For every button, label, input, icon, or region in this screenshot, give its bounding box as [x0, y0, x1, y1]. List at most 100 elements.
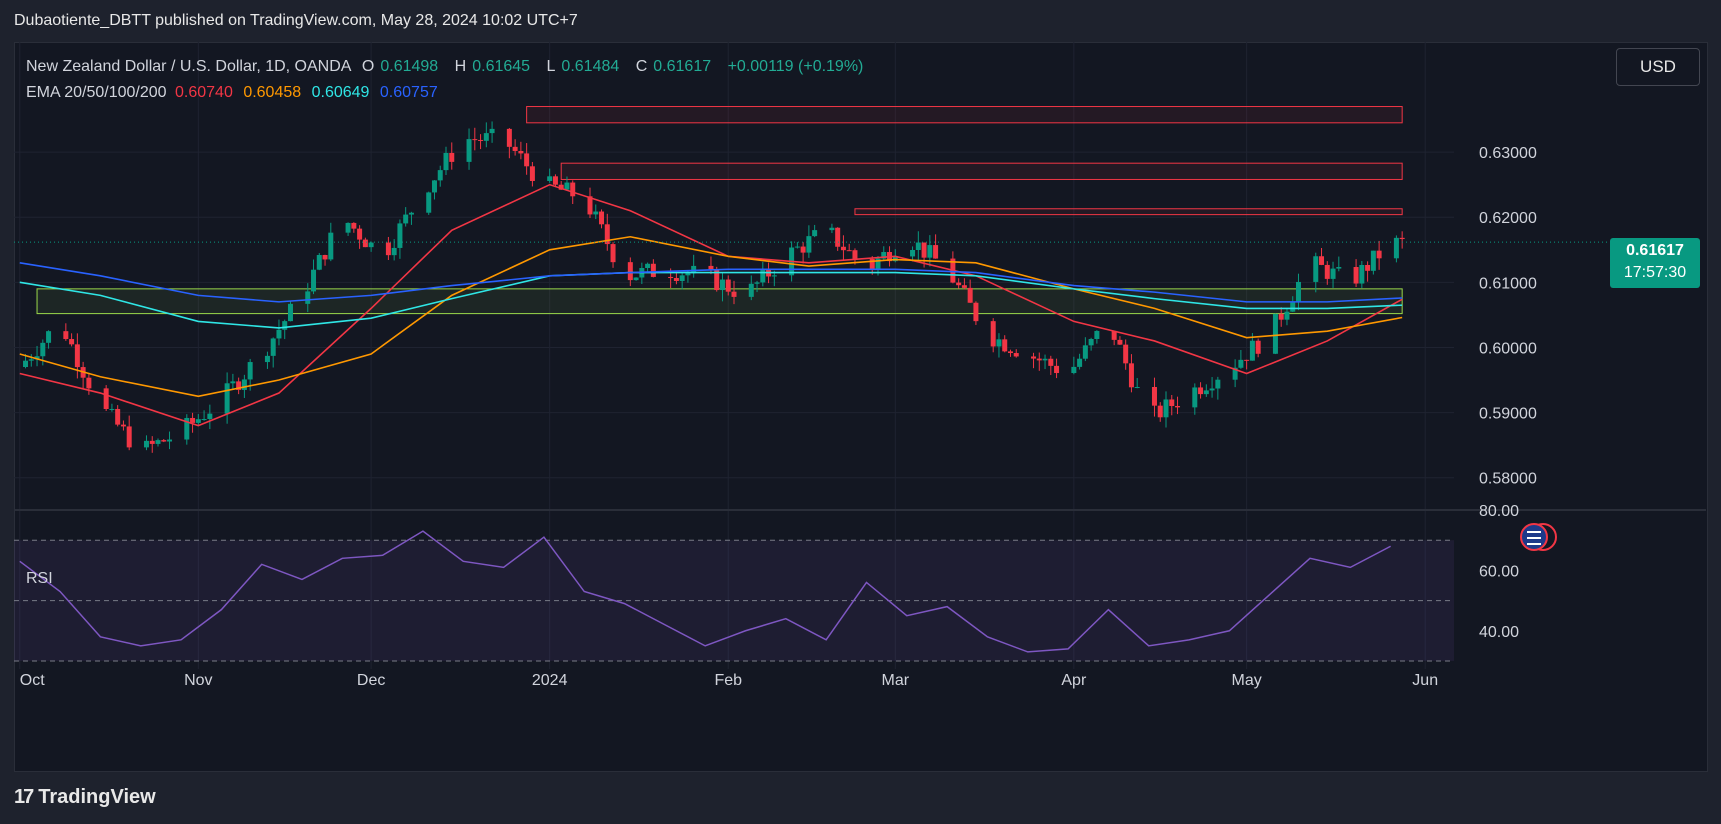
candle-body	[1238, 359, 1244, 368]
candle-body	[512, 146, 518, 151]
candle-body	[524, 153, 530, 167]
candle-body	[126, 426, 132, 448]
candle-body	[287, 303, 293, 322]
candle-body	[1215, 379, 1221, 389]
candle-body	[967, 287, 973, 303]
candle-body	[518, 150, 524, 154]
candle-body	[714, 269, 720, 291]
ema100-value: 0.60649	[311, 84, 370, 101]
candle-body	[1157, 405, 1163, 418]
bar-countdown: 17:57:30	[1623, 264, 1687, 281]
candle-body	[875, 258, 881, 269]
candle-body	[869, 258, 875, 269]
candle-body	[466, 139, 472, 162]
candle-body	[478, 139, 484, 141]
candle-body	[431, 180, 437, 193]
candle-body	[368, 242, 374, 248]
candle-body	[633, 277, 639, 281]
candle-body	[1336, 267, 1342, 269]
ema20-value: 0.60740	[175, 84, 233, 101]
us-flag-stripe	[1527, 537, 1541, 539]
candle-body	[748, 283, 754, 297]
date-tick-label: Jun	[1412, 672, 1438, 689]
candle-body	[69, 339, 75, 345]
candle-body	[927, 245, 933, 258]
candle-body	[1284, 311, 1290, 320]
rsi-label[interactable]: RSI	[26, 570, 53, 587]
candle-body	[1082, 345, 1088, 359]
price-tick-label: 0.59000	[1479, 406, 1537, 423]
candle-body	[190, 417, 196, 423]
rsi-tick-label: 80.00	[1479, 503, 1519, 520]
currency-button[interactable]: USD	[1616, 48, 1700, 86]
symbol-name[interactable]: New Zealand Dollar / U.S. Dollar, 1D, OA…	[26, 58, 352, 75]
candle-body	[990, 321, 996, 347]
candle-body	[241, 379, 247, 390]
grid-lines	[14, 42, 1454, 669]
candle-body	[800, 246, 806, 253]
price-tick-label: 0.60000	[1479, 340, 1537, 357]
brand-name: TradingView	[38, 786, 156, 808]
ema-line-ema100	[19, 271, 1403, 329]
candle-body	[472, 139, 478, 141]
candle-body	[506, 128, 512, 147]
candle-body	[921, 242, 927, 258]
price-chart[interactable]: 0.63000 0.62000 0.61000 0.60000 0.59000 0.580…	[14, 42, 1706, 770]
close-label: C	[635, 58, 648, 75]
zone-resistance-1	[526, 106, 1403, 124]
candle-body	[806, 236, 812, 253]
candle-body	[1324, 264, 1330, 279]
us-flag-stripe	[1527, 531, 1541, 533]
candle-body	[754, 282, 760, 284]
candle-body	[1048, 358, 1054, 366]
date-tick-label: Nov	[184, 672, 212, 689]
candle-body	[184, 417, 190, 440]
candle-body	[771, 275, 777, 277]
candle-body	[719, 279, 725, 291]
candle-body	[1002, 339, 1008, 352]
candle-body	[1399, 237, 1405, 240]
candle-body	[328, 232, 334, 260]
candle-body	[351, 222, 357, 229]
candle-body	[230, 381, 236, 384]
candle-body	[86, 377, 92, 389]
candle-body	[1198, 387, 1204, 395]
candle-body	[115, 408, 121, 425]
tradingview-logo-icon: 17	[14, 786, 34, 808]
candle-body	[1163, 399, 1169, 418]
change-value: +0.00119 (+0.19%)	[727, 58, 864, 75]
candle-body	[593, 211, 599, 215]
footer-brand[interactable]: 17 TradingView	[14, 786, 156, 809]
candle-body	[1175, 405, 1181, 408]
candle-body	[610, 244, 616, 263]
ema-label[interactable]: EMA 20/50/100/200	[26, 84, 167, 101]
candle-body	[587, 196, 593, 215]
candle-body	[143, 440, 149, 448]
ema-layer	[19, 183, 1403, 427]
candle-body	[362, 239, 368, 248]
candle-body	[604, 224, 610, 245]
candle-body	[1036, 358, 1042, 361]
candle-body	[1007, 351, 1013, 354]
candle-body	[973, 302, 979, 322]
candle-body	[835, 227, 841, 247]
candle-body	[1094, 330, 1100, 339]
candle-body	[1393, 237, 1399, 259]
candle-body	[282, 321, 288, 330]
candle-body	[1123, 344, 1129, 364]
candle-body	[956, 282, 962, 286]
open-value: 0.61498	[380, 58, 439, 75]
candle-body	[679, 275, 685, 282]
candle-body	[1042, 358, 1048, 361]
candle-body	[1134, 387, 1140, 389]
candle-body	[915, 242, 921, 250]
candle-body	[408, 212, 414, 215]
candle-body	[1151, 387, 1157, 406]
date-tick-label: Feb	[714, 672, 742, 689]
candle-body	[489, 128, 495, 134]
publisher-line: Dubaotiente_DBTT published on TradingVie…	[14, 12, 578, 29]
candle-body	[731, 291, 737, 297]
high-label: H	[454, 58, 467, 75]
candle-body	[650, 263, 656, 277]
candle-body	[1359, 264, 1365, 284]
